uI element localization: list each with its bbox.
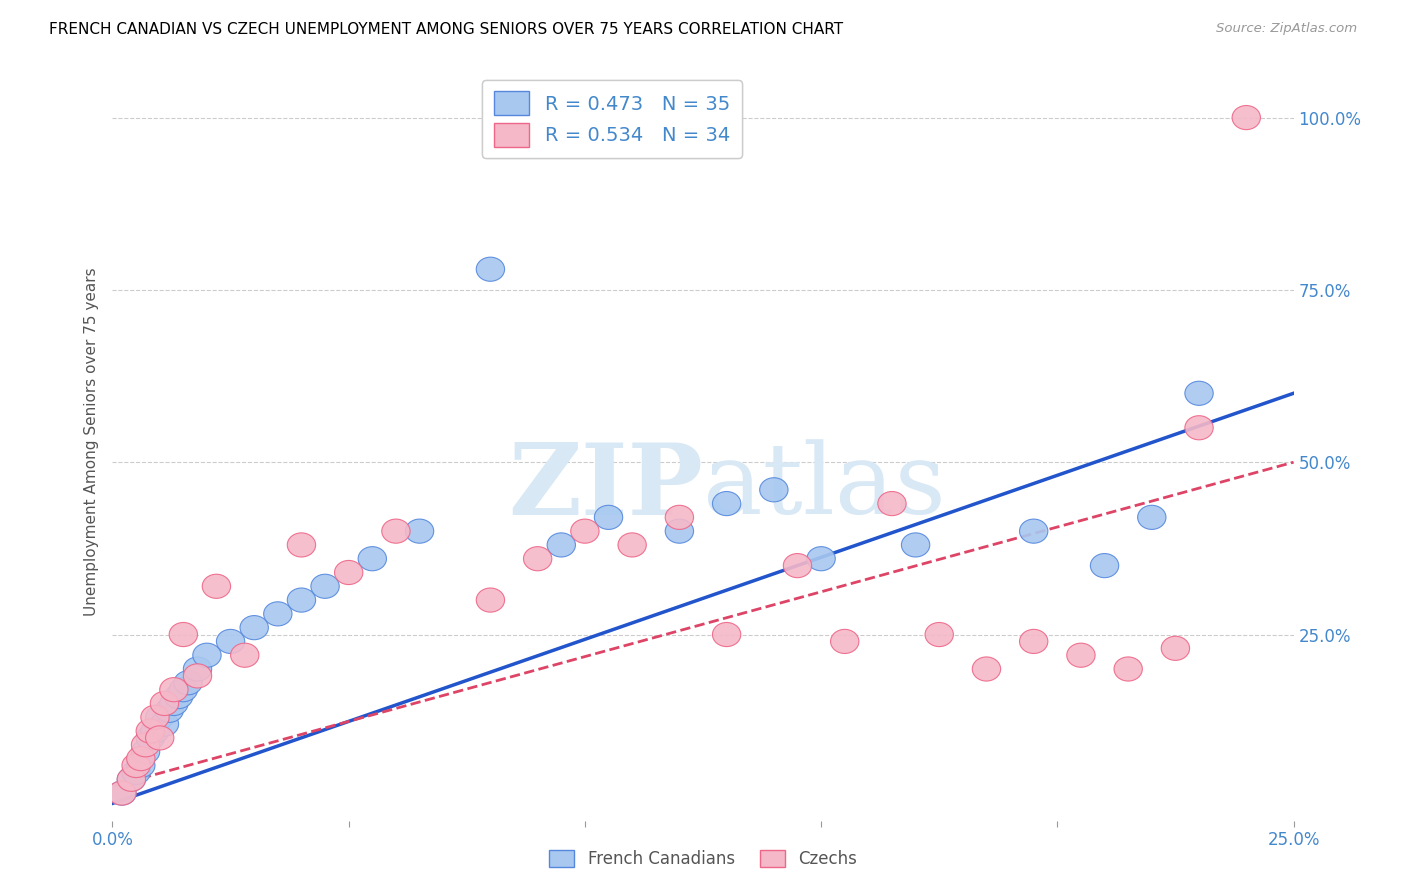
Y-axis label: Unemployment Among Seniors over 75 years: Unemployment Among Seniors over 75 years xyxy=(83,268,98,615)
Ellipse shape xyxy=(1232,105,1260,129)
Ellipse shape xyxy=(619,533,647,557)
Ellipse shape xyxy=(122,754,150,778)
Ellipse shape xyxy=(108,781,136,805)
Ellipse shape xyxy=(127,754,155,778)
Ellipse shape xyxy=(131,739,160,764)
Ellipse shape xyxy=(1185,416,1213,440)
Text: atlas: atlas xyxy=(703,439,946,535)
Ellipse shape xyxy=(1019,519,1047,543)
Ellipse shape xyxy=(807,547,835,571)
Ellipse shape xyxy=(231,643,259,667)
Ellipse shape xyxy=(1019,630,1047,654)
Ellipse shape xyxy=(831,630,859,654)
Text: FRENCH CANADIAN VS CZECH UNEMPLOYMENT AMONG SENIORS OVER 75 YEARS CORRELATION CH: FRENCH CANADIAN VS CZECH UNEMPLOYMENT AM… xyxy=(49,22,844,37)
Ellipse shape xyxy=(405,519,433,543)
Ellipse shape xyxy=(783,554,811,578)
Ellipse shape xyxy=(136,719,165,743)
Ellipse shape xyxy=(160,678,188,702)
Ellipse shape xyxy=(264,602,292,626)
Ellipse shape xyxy=(523,547,551,571)
Ellipse shape xyxy=(571,519,599,543)
Ellipse shape xyxy=(595,505,623,530)
Ellipse shape xyxy=(877,491,905,516)
Ellipse shape xyxy=(477,257,505,281)
Ellipse shape xyxy=(382,519,411,543)
Ellipse shape xyxy=(287,588,315,612)
Ellipse shape xyxy=(146,706,174,730)
Ellipse shape xyxy=(901,533,929,557)
Ellipse shape xyxy=(165,684,193,708)
Text: Source: ZipAtlas.com: Source: ZipAtlas.com xyxy=(1216,22,1357,36)
Ellipse shape xyxy=(335,560,363,584)
Ellipse shape xyxy=(127,747,155,771)
Legend: French Canadians, Czechs: French Canadians, Czechs xyxy=(543,843,863,875)
Ellipse shape xyxy=(665,519,693,543)
Ellipse shape xyxy=(1067,643,1095,667)
Ellipse shape xyxy=(973,657,1001,681)
Ellipse shape xyxy=(150,691,179,715)
Ellipse shape xyxy=(1091,554,1119,578)
Ellipse shape xyxy=(240,615,269,640)
Ellipse shape xyxy=(160,691,188,715)
Ellipse shape xyxy=(477,588,505,612)
Ellipse shape xyxy=(108,781,136,805)
Ellipse shape xyxy=(136,726,165,750)
Ellipse shape xyxy=(131,732,160,757)
Ellipse shape xyxy=(169,678,197,702)
Ellipse shape xyxy=(146,726,174,750)
Ellipse shape xyxy=(713,491,741,516)
Ellipse shape xyxy=(665,505,693,530)
Legend: R = 0.473   N = 35, R = 0.534   N = 34: R = 0.473 N = 35, R = 0.534 N = 34 xyxy=(482,79,741,158)
Ellipse shape xyxy=(359,547,387,571)
Ellipse shape xyxy=(183,657,212,681)
Ellipse shape xyxy=(217,630,245,654)
Ellipse shape xyxy=(202,574,231,599)
Ellipse shape xyxy=(174,671,202,695)
Ellipse shape xyxy=(117,767,146,791)
Ellipse shape xyxy=(925,623,953,647)
Ellipse shape xyxy=(150,712,179,736)
Ellipse shape xyxy=(1185,381,1213,405)
Ellipse shape xyxy=(1161,636,1189,660)
Ellipse shape xyxy=(117,767,146,791)
Ellipse shape xyxy=(155,698,183,723)
Ellipse shape xyxy=(713,623,741,647)
Ellipse shape xyxy=(1137,505,1166,530)
Ellipse shape xyxy=(141,719,169,743)
Ellipse shape xyxy=(311,574,339,599)
Ellipse shape xyxy=(169,623,197,647)
Ellipse shape xyxy=(183,664,212,688)
Ellipse shape xyxy=(547,533,575,557)
Text: ZIP: ZIP xyxy=(508,439,703,535)
Ellipse shape xyxy=(1114,657,1142,681)
Ellipse shape xyxy=(141,706,169,730)
Ellipse shape xyxy=(287,533,315,557)
Ellipse shape xyxy=(193,643,221,667)
Ellipse shape xyxy=(122,760,150,784)
Ellipse shape xyxy=(759,478,787,502)
